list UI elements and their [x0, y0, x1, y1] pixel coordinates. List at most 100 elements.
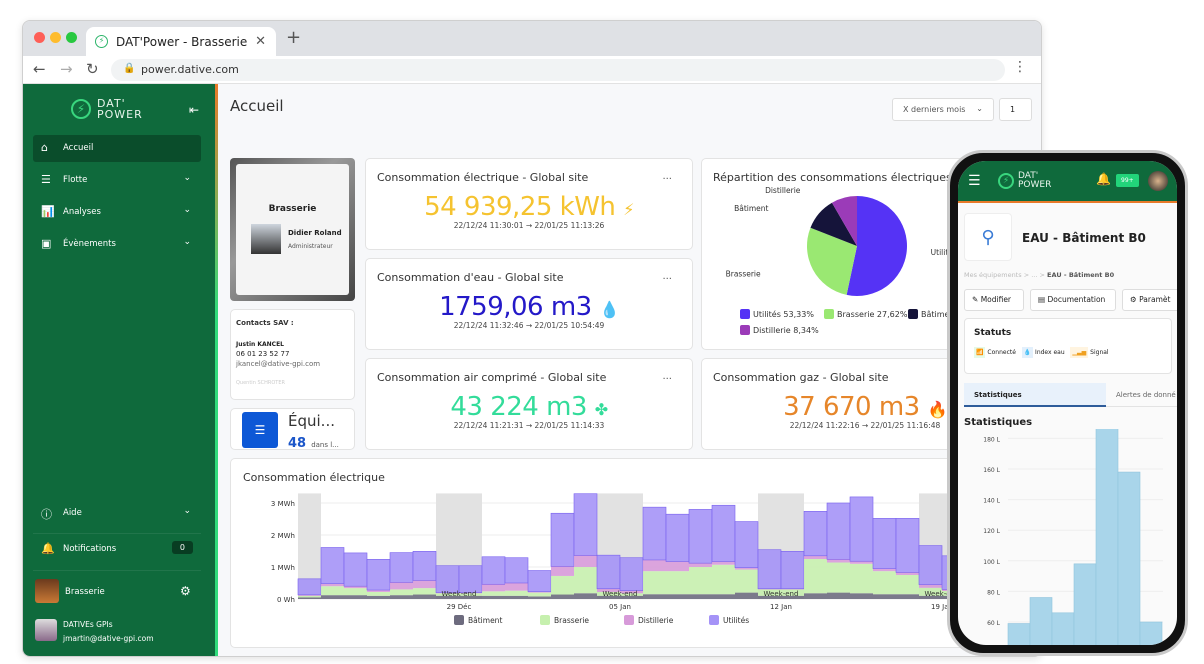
pie-slice — [831, 196, 857, 246]
bell-icon: 🔔 — [41, 542, 55, 555]
equipment-card[interactable]: ☰ Équi... 48 dans l... — [230, 408, 355, 451]
site-card[interactable]: Brasserie Didier Roland Administrateur — [230, 158, 355, 301]
bar-segment — [481, 556, 506, 585]
legend-label: Distillerie 8,34% — [753, 326, 819, 335]
sidebar-item-label: Aide — [63, 508, 82, 518]
droplet-icon: 💧 — [1021, 347, 1034, 358]
url-input[interactable]: 🔒 power.dative.com — [111, 59, 1005, 81]
site-name[interactable]: Brasserie — [65, 587, 105, 597]
contact-name: Quentin SCHROTER — [236, 380, 285, 386]
menu-icon[interactable]: ☰ — [968, 173, 981, 189]
water-meter-image: ⚲ — [964, 213, 1012, 261]
kpi-card[interactable]: Consommation air comprimé - Global site … — [365, 358, 693, 450]
chevron-down-icon: ⌄ — [183, 237, 191, 247]
legend-swatch — [540, 615, 550, 625]
close-window-button[interactable] — [34, 32, 45, 43]
parametres-button[interactable]: ⚙ Paramèt — [1122, 289, 1177, 311]
user-email: jmartin@dative-gpi.com — [63, 634, 154, 643]
kpi-card[interactable]: Consommation électrique - Global site ..… — [365, 158, 693, 250]
bar-segment — [758, 588, 781, 590]
bar-segment — [459, 595, 482, 599]
close-tab-icon[interactable]: ✕ — [255, 34, 266, 49]
bar-segment — [826, 502, 851, 560]
bar-segment — [781, 589, 804, 596]
logo-text-1: DAT' — [97, 97, 126, 110]
bar-segment — [919, 584, 942, 588]
bar-segment — [849, 496, 874, 562]
bar-segment — [896, 572, 919, 575]
bar-segment — [872, 518, 897, 569]
bolt-icon: ⚡ — [95, 35, 108, 48]
stats-title: Statistiques — [964, 417, 1033, 428]
sidebar-item-flotte[interactable]: ☰ Flotte ⌄ — [33, 167, 201, 194]
bar-segment — [551, 575, 574, 595]
user-avatar[interactable] — [1148, 171, 1168, 191]
contact-email[interactable]: jkancel@dative-gpi.com — [236, 360, 321, 368]
weekend-label: Week-end — [442, 590, 477, 598]
bar — [1029, 597, 1053, 645]
kpi-title: Consommation d'eau - Global site — [377, 271, 564, 284]
logo-text-1: DAT' — [1018, 171, 1039, 181]
legend-swatch — [709, 615, 719, 625]
bar-segment — [482, 591, 505, 596]
breadcrumb-item[interactable]: Mes équipements — [964, 271, 1022, 279]
more-options-icon[interactable]: ... — [662, 371, 672, 382]
bolt-icon: ⚡ — [623, 200, 634, 219]
bar-segment — [550, 512, 575, 567]
sidebar-item-label: Notifications — [63, 544, 117, 554]
bar-segment — [436, 595, 459, 599]
kpi-card[interactable]: Consommation d'eau - Global site ... 175… — [365, 258, 693, 350]
pie-slice — [810, 202, 857, 246]
bar-segment — [298, 594, 321, 596]
sidebar-item-evenements[interactable]: ▣ Évènements ⌄ — [33, 231, 201, 258]
bar-segment — [459, 593, 482, 596]
documentation-button[interactable]: ▤ Documentation — [1030, 289, 1116, 311]
bar-segment — [620, 593, 643, 596]
bar-segment — [574, 593, 597, 599]
reload-icon[interactable]: ↻ — [86, 60, 99, 78]
bar-segment — [412, 551, 437, 581]
forward-icon[interactable]: → — [60, 60, 73, 78]
sidebar-item-aide[interactable]: ⓘ Aide ⌄ — [33, 500, 201, 527]
bell-icon[interactable]: 🔔 — [1096, 172, 1111, 186]
period-select[interactable]: X derniers mois ⌄ — [892, 98, 994, 121]
bar-segment — [919, 595, 942, 599]
bar-segment — [413, 588, 436, 595]
back-icon[interactable]: ← — [33, 60, 46, 78]
browser-tab[interactable]: ⚡ DAT'Power - Brasserie ✕ — [86, 27, 276, 56]
sidebar-item-label: Flotte — [63, 175, 88, 185]
collapse-sidebar-icon[interactable]: ⇤ — [189, 103, 200, 117]
bar-segment — [918, 545, 943, 585]
tab-alertes[interactable]: Alertes de donné — [1106, 383, 1177, 407]
bar-segment — [574, 567, 597, 594]
tab-statistiques[interactable]: Statistiques — [964, 383, 1106, 407]
breadcrumb-item[interactable]: ... — [1031, 271, 1038, 279]
bar-segment — [850, 593, 873, 599]
bar-segment — [528, 592, 551, 597]
gear-icon[interactable]: ⚙ — [180, 584, 191, 598]
bar-segment — [551, 566, 574, 576]
pie-slice — [846, 196, 907, 296]
bar-segment — [873, 571, 896, 595]
period-count-input[interactable]: 1 — [999, 98, 1032, 121]
minimize-window-button[interactable] — [50, 32, 61, 43]
legend-swatch — [624, 615, 634, 625]
sidebar-item-accueil[interactable]: ⌂ Accueil — [33, 135, 201, 162]
modifier-button[interactable]: ✎ Modifier — [964, 289, 1024, 311]
legend-label: Brasserie — [554, 616, 589, 625]
browser-menu-icon[interactable]: ⋮ — [1013, 59, 1027, 75]
tab-bar: ⚡ DAT'Power - Brasserie ✕ + — [23, 21, 1041, 56]
url-text: power.dative.com — [141, 63, 239, 76]
new-tab-icon[interactable]: + — [286, 27, 302, 48]
sidebar-item-analyses[interactable]: 📊 Analyses ⌄ — [33, 199, 201, 226]
chevron-down-icon: ⌄ — [183, 506, 191, 516]
more-options-icon[interactable]: ... — [662, 271, 672, 282]
kpi-value: 1759,06 m3 — [439, 292, 592, 322]
maximize-window-button[interactable] — [66, 32, 77, 43]
bolt-icon: ⚡ — [998, 173, 1014, 189]
weekend-band — [298, 493, 321, 599]
info-icon: ⓘ — [41, 508, 52, 521]
more-options-icon[interactable]: ... — [662, 171, 672, 182]
sidebar-item-notifications[interactable]: 🔔 Notifications 0 — [33, 536, 201, 563]
bar-segment — [711, 504, 736, 562]
